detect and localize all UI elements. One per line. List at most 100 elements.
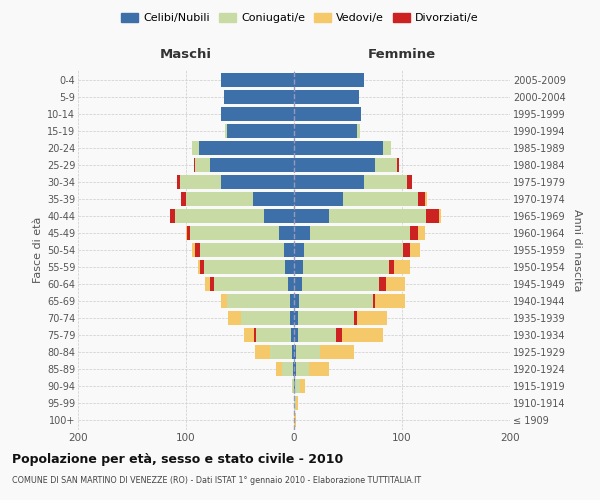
Bar	[294, 243, 304, 257]
Bar	[256, 328, 291, 342]
Bar	[210, 158, 294, 172]
Bar	[181, 192, 186, 206]
Bar	[292, 345, 294, 359]
Y-axis label: Fasce di età: Fasce di età	[32, 217, 43, 283]
Bar	[284, 243, 294, 257]
Bar	[294, 311, 298, 325]
Bar	[225, 124, 227, 138]
Bar	[275, 362, 282, 376]
Bar	[221, 175, 294, 189]
Bar	[386, 277, 405, 291]
Bar	[224, 90, 294, 104]
Bar	[294, 294, 299, 308]
Bar	[287, 277, 294, 291]
Bar	[304, 243, 403, 257]
Bar	[294, 175, 364, 189]
Bar	[299, 294, 373, 308]
Bar	[255, 345, 270, 359]
Bar	[294, 73, 364, 87]
Bar	[329, 209, 426, 223]
Bar	[294, 158, 375, 172]
Bar	[355, 311, 356, 325]
Bar	[336, 328, 341, 342]
Bar	[375, 158, 397, 172]
Bar	[310, 226, 410, 240]
Bar	[205, 277, 210, 291]
Bar	[193, 243, 194, 257]
Bar	[425, 192, 427, 206]
Bar	[294, 277, 302, 291]
Bar	[227, 294, 290, 308]
Bar	[199, 141, 294, 155]
Bar	[294, 141, 383, 155]
Bar	[286, 260, 294, 274]
Bar	[194, 158, 210, 172]
Bar	[343, 192, 418, 206]
Bar	[282, 362, 293, 376]
Bar	[403, 243, 410, 257]
Bar	[244, 328, 254, 342]
Bar	[270, 345, 292, 359]
Bar	[418, 192, 425, 206]
Bar	[214, 277, 287, 291]
Text: COMUNE DI SAN MARTINO DI VENEZZE (RO) - Dati ISTAT 1° gennaio 2010 - Elaborazion: COMUNE DI SAN MARTINO DI VENEZZE (RO) - …	[12, 476, 421, 485]
Bar	[295, 379, 301, 393]
Bar	[394, 260, 410, 274]
Bar	[290, 311, 294, 325]
Bar	[253, 192, 294, 206]
Bar	[320, 345, 355, 359]
Text: Femmine: Femmine	[368, 48, 436, 60]
Bar	[205, 260, 286, 274]
Legend: Celibi/Nubili, Coniugati/e, Vedovi/e, Divorziati/e: Celibi/Nubili, Coniugati/e, Vedovi/e, Di…	[117, 8, 483, 28]
Text: Popolazione per età, sesso e stato civile - 2010: Popolazione per età, sesso e stato civil…	[12, 452, 343, 466]
Bar	[410, 226, 418, 240]
Bar	[298, 311, 355, 325]
Bar	[410, 243, 421, 257]
Bar	[241, 311, 290, 325]
Bar	[221, 73, 294, 87]
Bar	[175, 209, 264, 223]
Bar	[193, 141, 199, 155]
Bar	[291, 328, 294, 342]
Bar	[389, 260, 394, 274]
Bar	[294, 90, 359, 104]
Bar	[294, 124, 356, 138]
Bar	[296, 396, 298, 410]
Bar	[170, 209, 175, 223]
Bar	[294, 260, 302, 274]
Bar	[341, 328, 383, 342]
Bar	[439, 209, 441, 223]
Bar	[227, 124, 294, 138]
Bar	[294, 192, 343, 206]
Bar	[302, 277, 379, 291]
Bar	[200, 243, 284, 257]
Bar	[293, 362, 294, 376]
Bar	[296, 345, 320, 359]
Bar	[178, 175, 179, 189]
Bar	[186, 226, 187, 240]
Bar	[210, 277, 214, 291]
Bar	[179, 175, 221, 189]
Bar	[186, 192, 253, 206]
Bar	[418, 226, 425, 240]
Bar	[298, 328, 336, 342]
Bar	[264, 209, 294, 223]
Bar	[296, 362, 309, 376]
Bar	[294, 328, 298, 342]
Bar	[356, 311, 387, 325]
Bar	[383, 141, 391, 155]
Bar	[290, 294, 294, 308]
Bar	[426, 209, 439, 223]
Bar	[190, 226, 279, 240]
Bar	[373, 294, 375, 308]
Bar	[228, 311, 241, 325]
Bar	[294, 413, 296, 427]
Bar	[294, 396, 296, 410]
Bar	[379, 277, 386, 291]
Bar	[294, 226, 310, 240]
Bar	[187, 226, 190, 240]
Bar	[221, 107, 294, 121]
Bar	[294, 379, 295, 393]
Bar	[294, 362, 296, 376]
Bar	[279, 226, 294, 240]
